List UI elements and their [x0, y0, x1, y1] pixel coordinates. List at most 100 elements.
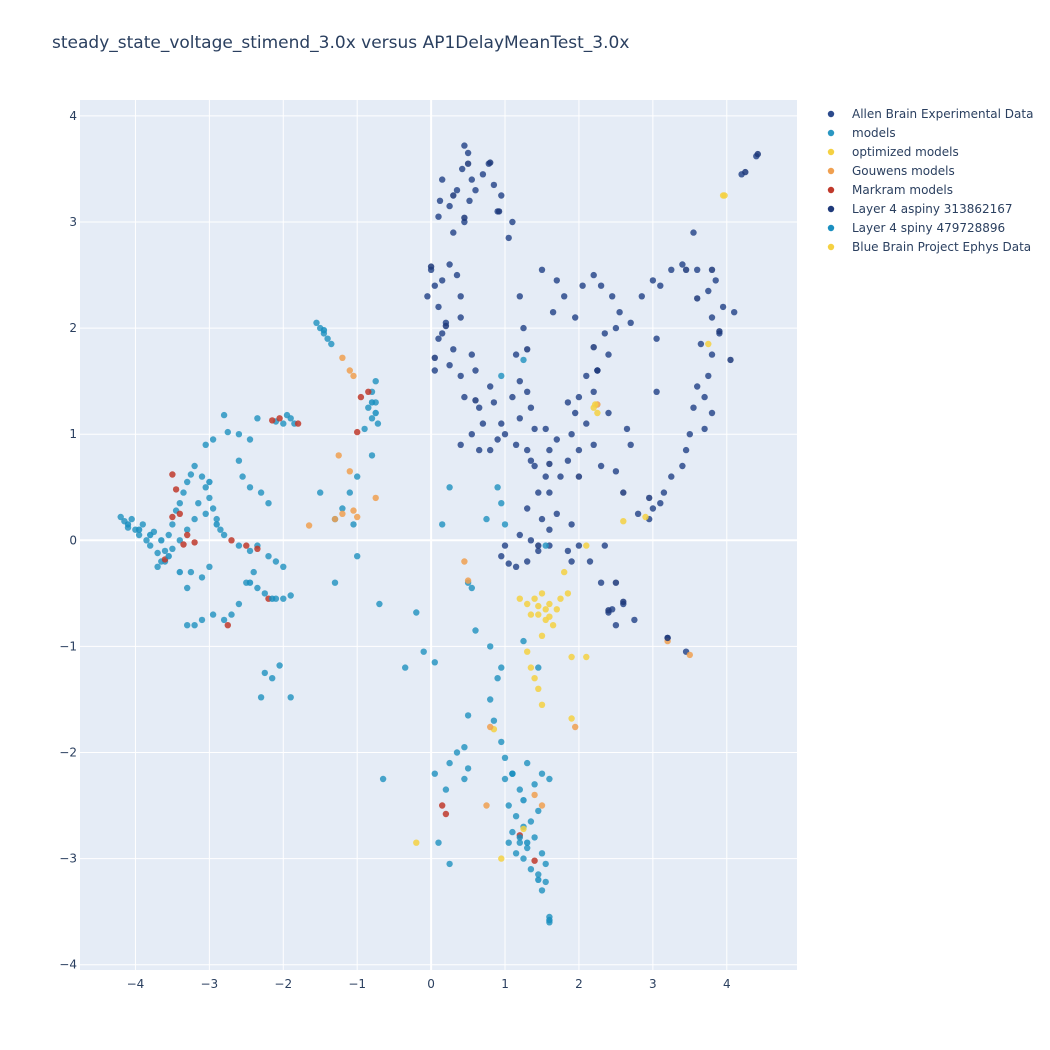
data-point — [646, 494, 653, 502]
data-point — [620, 598, 627, 605]
data-point — [265, 553, 272, 560]
legend-item[interactable]: Layer 4 spiny 479728896 — [827, 221, 1005, 235]
data-point — [191, 515, 198, 523]
data-point — [516, 378, 523, 385]
data-point — [682, 446, 690, 454]
data-point — [583, 372, 590, 380]
data-point — [498, 420, 505, 427]
legend-item[interactable]: Layer 4 aspiny 313862167 — [827, 202, 1013, 216]
data-point — [564, 457, 572, 464]
y-tick-label: −1 — [59, 639, 77, 653]
x-tick-label: 3 — [649, 977, 657, 991]
data-point — [368, 452, 376, 459]
data-point — [564, 399, 572, 406]
data-point — [520, 637, 527, 645]
data-point — [498, 372, 505, 380]
data-point — [165, 553, 172, 560]
data-point — [568, 558, 575, 565]
data-point — [524, 648, 531, 655]
data-point — [512, 850, 520, 857]
data-point — [283, 411, 291, 419]
data-point — [239, 473, 246, 480]
data-point — [557, 473, 564, 480]
data-point — [254, 545, 261, 552]
data-point — [516, 834, 523, 841]
data-point — [436, 197, 444, 204]
data-point — [535, 489, 542, 496]
data-point — [501, 542, 509, 549]
data-point — [468, 584, 475, 592]
data-point — [328, 340, 335, 348]
data-point — [427, 263, 435, 270]
legend-label: Blue Brain Project Ephys Data — [852, 240, 1031, 254]
data-point — [184, 584, 191, 592]
data-point — [206, 563, 213, 570]
data-point — [402, 664, 409, 671]
data-point — [572, 314, 579, 321]
legend-item[interactable]: Gouwens models — [827, 164, 955, 178]
legend-item[interactable]: optimized models — [827, 145, 959, 159]
data-point — [601, 542, 608, 549]
data-point — [490, 717, 498, 724]
data-point — [535, 685, 542, 692]
data-point — [461, 393, 468, 401]
data-point — [372, 409, 379, 417]
legend[interactable]: Allen Brain Experimental Data models optim… — [827, 107, 1034, 254]
data-point — [564, 590, 572, 597]
data-point — [431, 659, 438, 666]
legend-item[interactable]: Blue Brain Project Ephys Data — [827, 240, 1031, 254]
data-point — [620, 518, 627, 525]
data-point — [195, 500, 202, 507]
data-point — [535, 542, 542, 549]
data-point — [487, 446, 494, 454]
data-point — [472, 397, 479, 404]
data-point — [213, 515, 220, 523]
data-point — [535, 602, 542, 610]
data-point — [682, 266, 690, 273]
data-point — [280, 595, 287, 602]
data-point — [679, 261, 686, 268]
data-point — [686, 651, 693, 659]
data-point — [542, 542, 549, 549]
data-point — [280, 563, 287, 570]
data-point — [627, 319, 634, 326]
data-point — [135, 531, 143, 539]
data-point — [464, 765, 472, 772]
data-point — [575, 446, 583, 454]
data-point — [527, 866, 535, 873]
data-point — [464, 712, 472, 719]
data-point — [220, 411, 228, 419]
data-point — [561, 293, 568, 300]
data-point — [354, 428, 361, 436]
data-point — [601, 330, 608, 337]
data-point — [472, 187, 479, 194]
data-point — [317, 489, 324, 496]
legend-item[interactable]: models — [827, 126, 896, 140]
x-tick-label: 2 — [575, 977, 583, 991]
data-point — [524, 759, 531, 767]
data-point — [339, 354, 346, 361]
data-point — [261, 590, 268, 597]
x-tick-label: −3 — [201, 977, 219, 991]
data-point — [498, 192, 505, 199]
data-point — [228, 537, 235, 544]
data-point — [524, 839, 531, 846]
data-point — [169, 521, 176, 528]
legend-item[interactable]: Allen Brain Experimental Data — [827, 107, 1034, 121]
data-point — [546, 526, 553, 533]
data-point — [191, 462, 198, 470]
data-point — [202, 510, 209, 517]
series-0 — [424, 142, 760, 655]
legend-item[interactable]: Markram models — [827, 183, 953, 197]
data-point — [431, 354, 438, 361]
data-point — [265, 500, 272, 507]
data-point — [191, 539, 198, 546]
data-point — [712, 277, 719, 284]
data-point — [721, 192, 728, 199]
data-point — [516, 839, 523, 846]
y-tick-label: 3 — [69, 215, 77, 229]
data-point — [446, 860, 453, 868]
data-point — [198, 574, 206, 581]
data-point — [254, 584, 261, 592]
data-point — [350, 521, 357, 528]
